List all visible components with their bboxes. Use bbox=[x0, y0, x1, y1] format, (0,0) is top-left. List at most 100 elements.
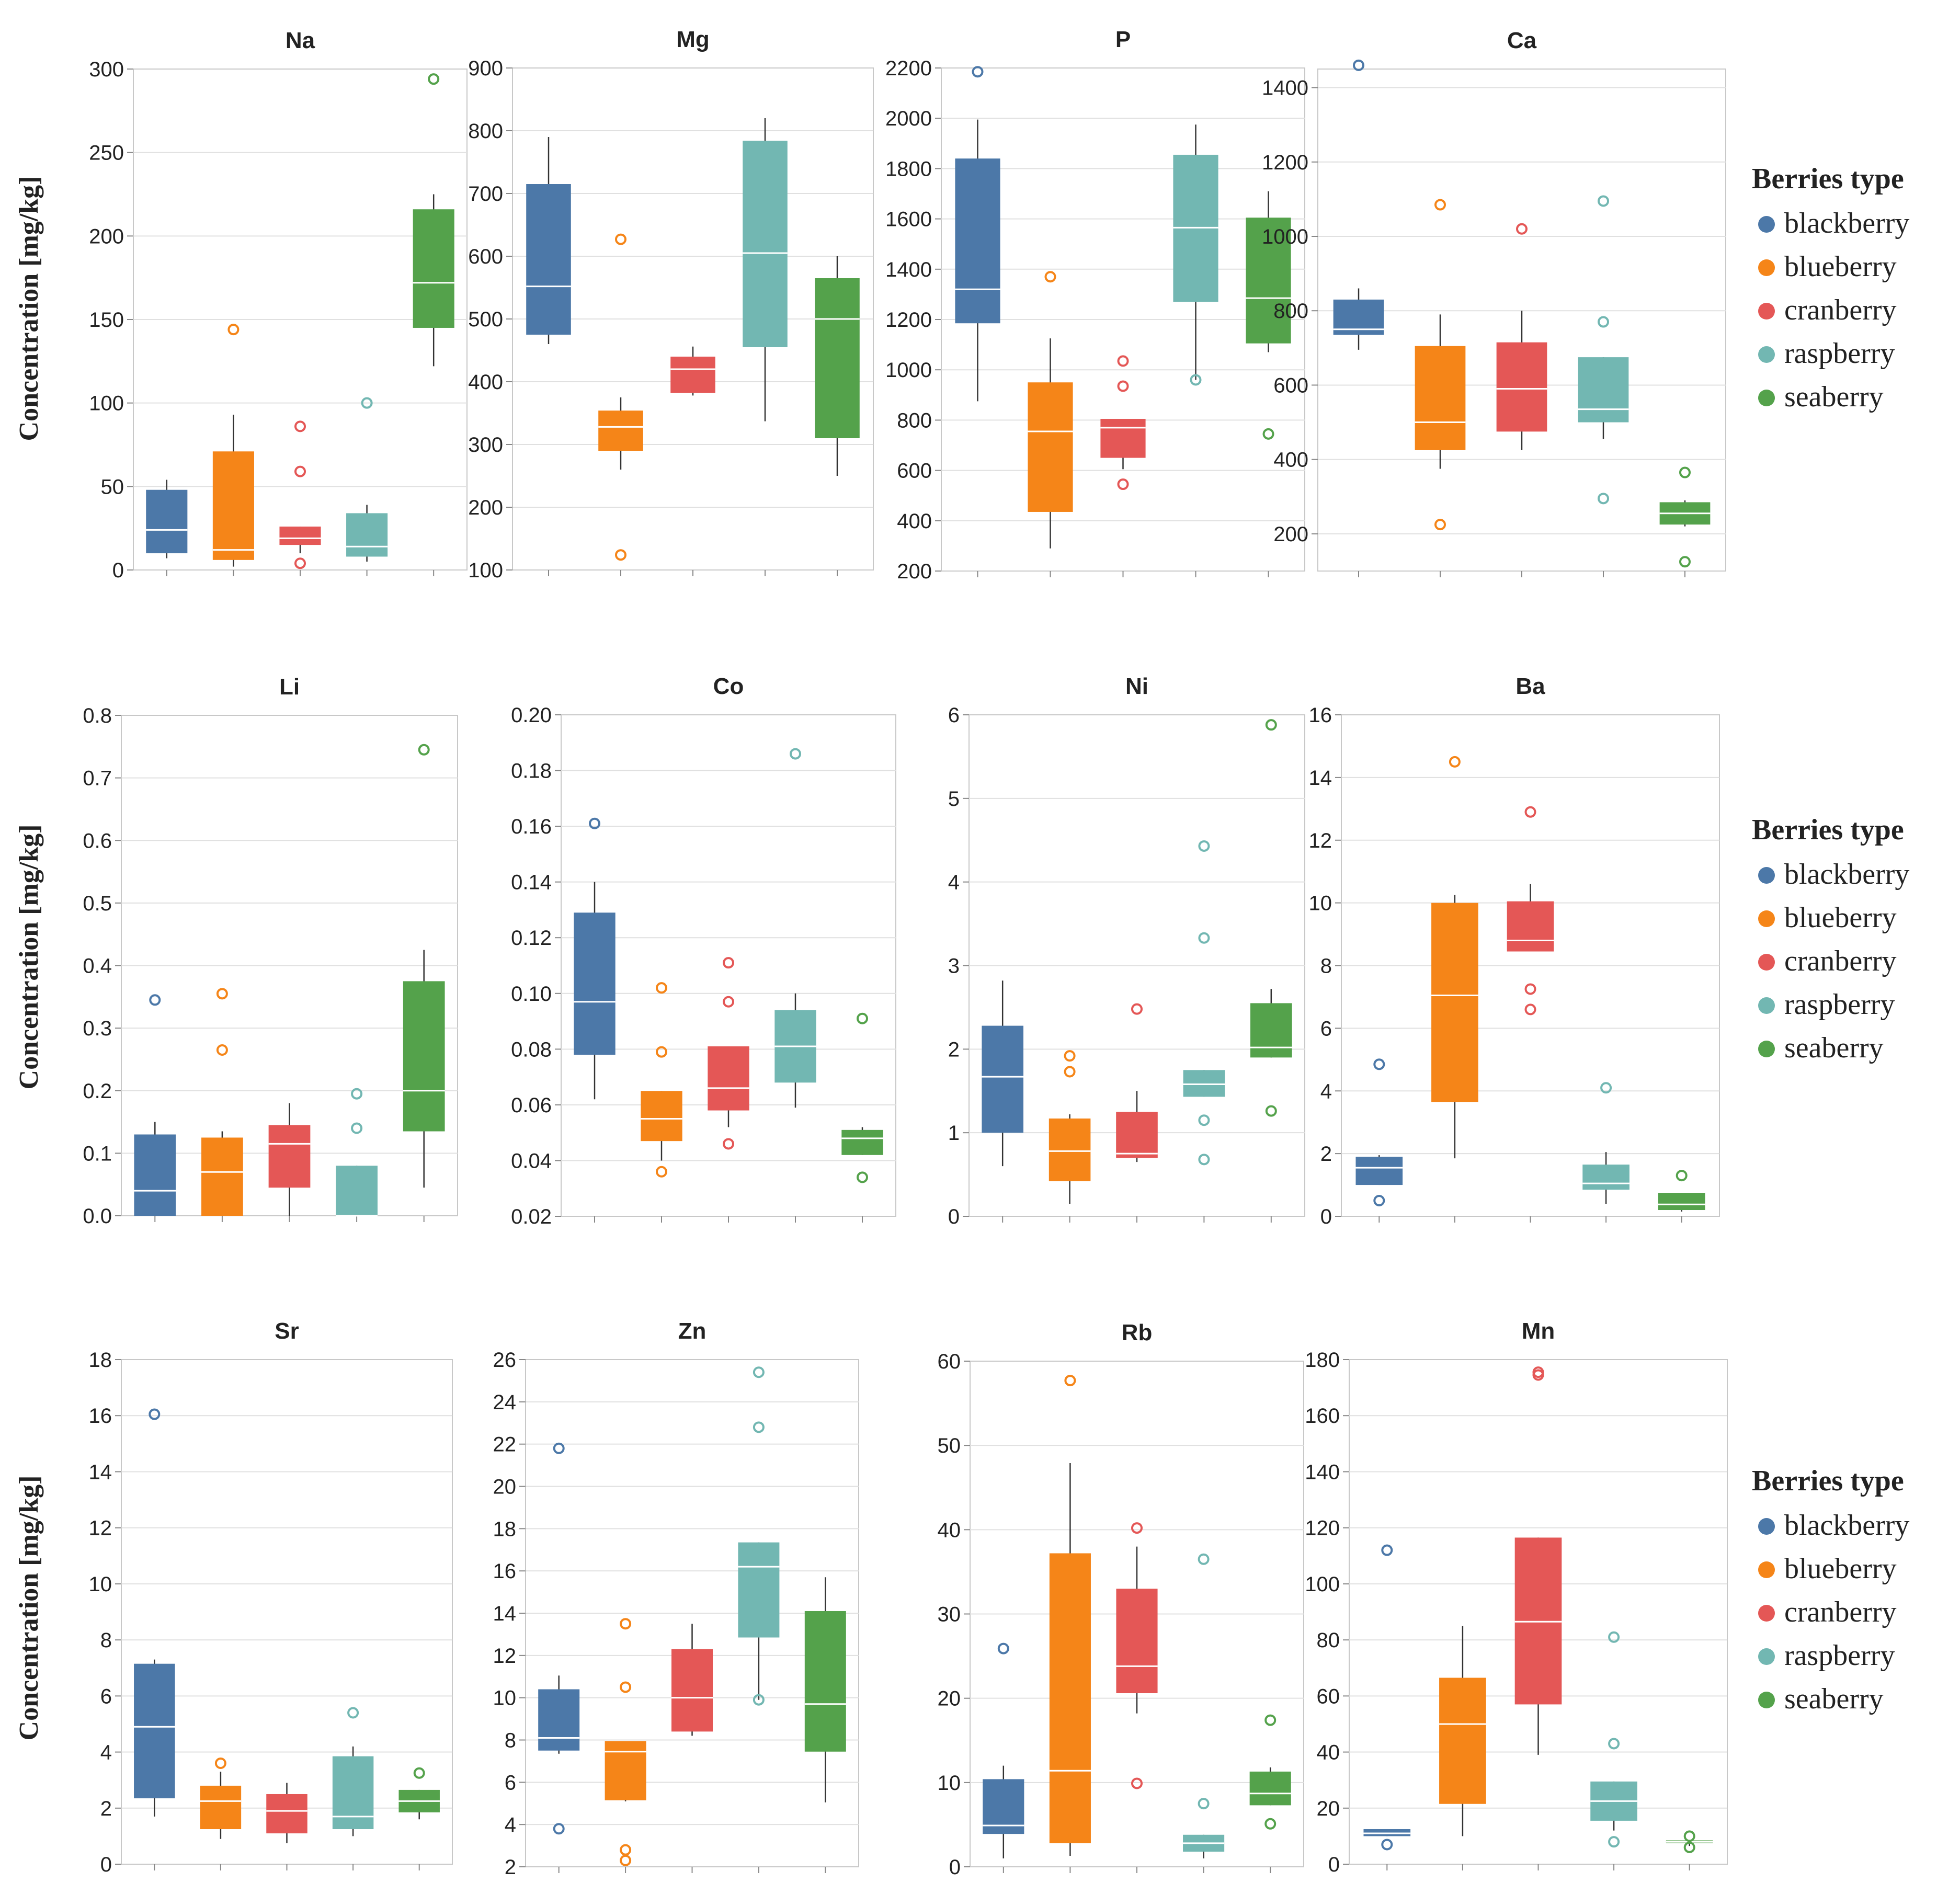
box-blackberry bbox=[1355, 1058, 1403, 1207]
box-blueberry bbox=[598, 233, 643, 561]
y-tick-label: 800 bbox=[897, 409, 932, 432]
outlier-point bbox=[723, 957, 734, 969]
panel-mg: 100 200 300 400 500 600 700 800 900 Mg bbox=[468, 27, 874, 582]
outlier-point bbox=[1044, 271, 1056, 283]
iqr-box bbox=[279, 526, 321, 545]
outlier-point bbox=[1598, 195, 1609, 207]
legend-swatch-blueberry bbox=[1758, 910, 1775, 927]
box-blueberry bbox=[200, 1758, 242, 1839]
iqr-box bbox=[1100, 418, 1146, 458]
y-tick-label: 0.7 bbox=[83, 767, 112, 790]
y-tick-label: 0.14 bbox=[511, 871, 552, 894]
iqr-box bbox=[200, 1785, 242, 1829]
y-tick-label: 24 bbox=[493, 1391, 517, 1414]
y-tick-label: 100 bbox=[468, 559, 503, 582]
panel-mn: 0 20 40 60 80 100 120 140 160 180 Mn bbox=[1305, 1318, 1728, 1876]
box-blackberry bbox=[134, 994, 176, 1216]
box-raspberry bbox=[1578, 195, 1629, 505]
outlier-point bbox=[1064, 1375, 1076, 1387]
y-tick-label: 0 bbox=[100, 1853, 112, 1876]
y-tick-label: 120 bbox=[1305, 1517, 1340, 1540]
iqr-box bbox=[413, 209, 454, 328]
iqr-box bbox=[1439, 1678, 1486, 1804]
y-tick-label: 200 bbox=[89, 225, 124, 248]
y-tick-label: 400 bbox=[1273, 449, 1308, 472]
y-tick-label: 1000 bbox=[885, 359, 932, 382]
y-tick-label: 40 bbox=[938, 1519, 961, 1542]
iqr-box bbox=[841, 1129, 883, 1155]
y-tick-label: 200 bbox=[1273, 523, 1308, 546]
box-blackberry bbox=[526, 137, 571, 344]
outlier-point bbox=[1676, 1170, 1688, 1182]
panel-title: Mn bbox=[1522, 1318, 1555, 1344]
outlier-point bbox=[149, 1408, 161, 1420]
outlier-point bbox=[1381, 1544, 1393, 1556]
box-cranberry bbox=[1116, 1003, 1158, 1162]
iqr-box bbox=[1507, 901, 1554, 952]
y-tick-label: 16 bbox=[1309, 704, 1332, 727]
y-tick-label: 50 bbox=[938, 1434, 961, 1457]
box-cranberry bbox=[1496, 223, 1547, 450]
legend-swatch-cranberry bbox=[1758, 954, 1775, 971]
iqr-box bbox=[336, 1166, 378, 1216]
legend-swatch-raspberry bbox=[1758, 346, 1775, 363]
box-blackberry bbox=[983, 1642, 1024, 1858]
y-tick-label: 0 bbox=[948, 1205, 960, 1228]
y-tick-label: 0 bbox=[1328, 1853, 1340, 1876]
legend-swatch-blackberry bbox=[1758, 216, 1775, 233]
outlier-point bbox=[656, 1046, 667, 1058]
outlier-point bbox=[294, 557, 306, 569]
outlier-point bbox=[361, 397, 373, 409]
iqr-box bbox=[134, 1134, 176, 1216]
legend-row-2: Berries type blackberry blueberry cranberry… bbox=[1752, 814, 1909, 1064]
outlier-point bbox=[857, 1012, 868, 1024]
outlier-point bbox=[1679, 556, 1691, 568]
legend-label-raspberry: raspberry bbox=[1784, 337, 1895, 370]
iqr-box bbox=[538, 1689, 580, 1751]
outlier-point bbox=[1064, 1066, 1076, 1078]
y-tick-label: 800 bbox=[468, 120, 503, 143]
outlier-point bbox=[1373, 1195, 1385, 1207]
box-seaberry bbox=[841, 1012, 883, 1183]
outlier-point bbox=[1524, 983, 1536, 995]
box-raspberry bbox=[332, 1707, 374, 1836]
y-tick-label: 250 bbox=[89, 142, 124, 165]
legend-swatch-raspberry bbox=[1758, 1648, 1775, 1665]
y-tick-label: 4 bbox=[1320, 1080, 1332, 1103]
legend-label-cranberry: cranberry bbox=[1784, 1596, 1897, 1628]
legend-label-blackberry: blackberry bbox=[1784, 207, 1909, 239]
box-raspberry bbox=[1183, 1553, 1225, 1858]
panel-title: P bbox=[1115, 27, 1131, 52]
legend-swatch-seaberry bbox=[1758, 1041, 1775, 1057]
outlier-point bbox=[1598, 493, 1609, 505]
iqr-box bbox=[134, 1663, 175, 1799]
y-tick-label: 500 bbox=[468, 308, 503, 331]
y-tick-label: 1 bbox=[948, 1122, 960, 1145]
outlier-point bbox=[1373, 1058, 1385, 1070]
iqr-box bbox=[1246, 218, 1291, 344]
panel-title: Ca bbox=[1507, 28, 1537, 53]
outlier-point bbox=[997, 1642, 1009, 1655]
y-tick-label: 14 bbox=[89, 1461, 112, 1484]
iqr-box bbox=[1658, 1193, 1705, 1211]
panel-title: Zn bbox=[678, 1318, 706, 1344]
chart-panels: 050100150200250300Na10020030040050060070… bbox=[83, 27, 1728, 1879]
y-tick-label: 6 bbox=[505, 1771, 516, 1794]
panel-sr: 0 2 4 6 8 10 12 14 16 18 Sr bbox=[89, 1318, 453, 1876]
y-tick-label: 600 bbox=[468, 245, 503, 268]
legend-title: Berries type bbox=[1752, 1465, 1904, 1497]
iqr-box bbox=[605, 1741, 646, 1800]
box-seaberry bbox=[1246, 191, 1291, 440]
y-tick-label: 600 bbox=[897, 460, 932, 483]
box-raspberry bbox=[743, 118, 788, 421]
y-tick-label: 200 bbox=[468, 496, 503, 519]
iqr-box bbox=[346, 513, 388, 557]
y-tick-label: 0.18 bbox=[511, 760, 552, 783]
outlier-point bbox=[214, 1758, 226, 1769]
box-cranberry bbox=[266, 1783, 307, 1843]
box-blueberry bbox=[1431, 756, 1478, 1159]
y-tick-label: 0.12 bbox=[511, 927, 552, 950]
box-seaberry bbox=[1666, 1830, 1713, 1853]
iqr-box bbox=[266, 1794, 307, 1834]
